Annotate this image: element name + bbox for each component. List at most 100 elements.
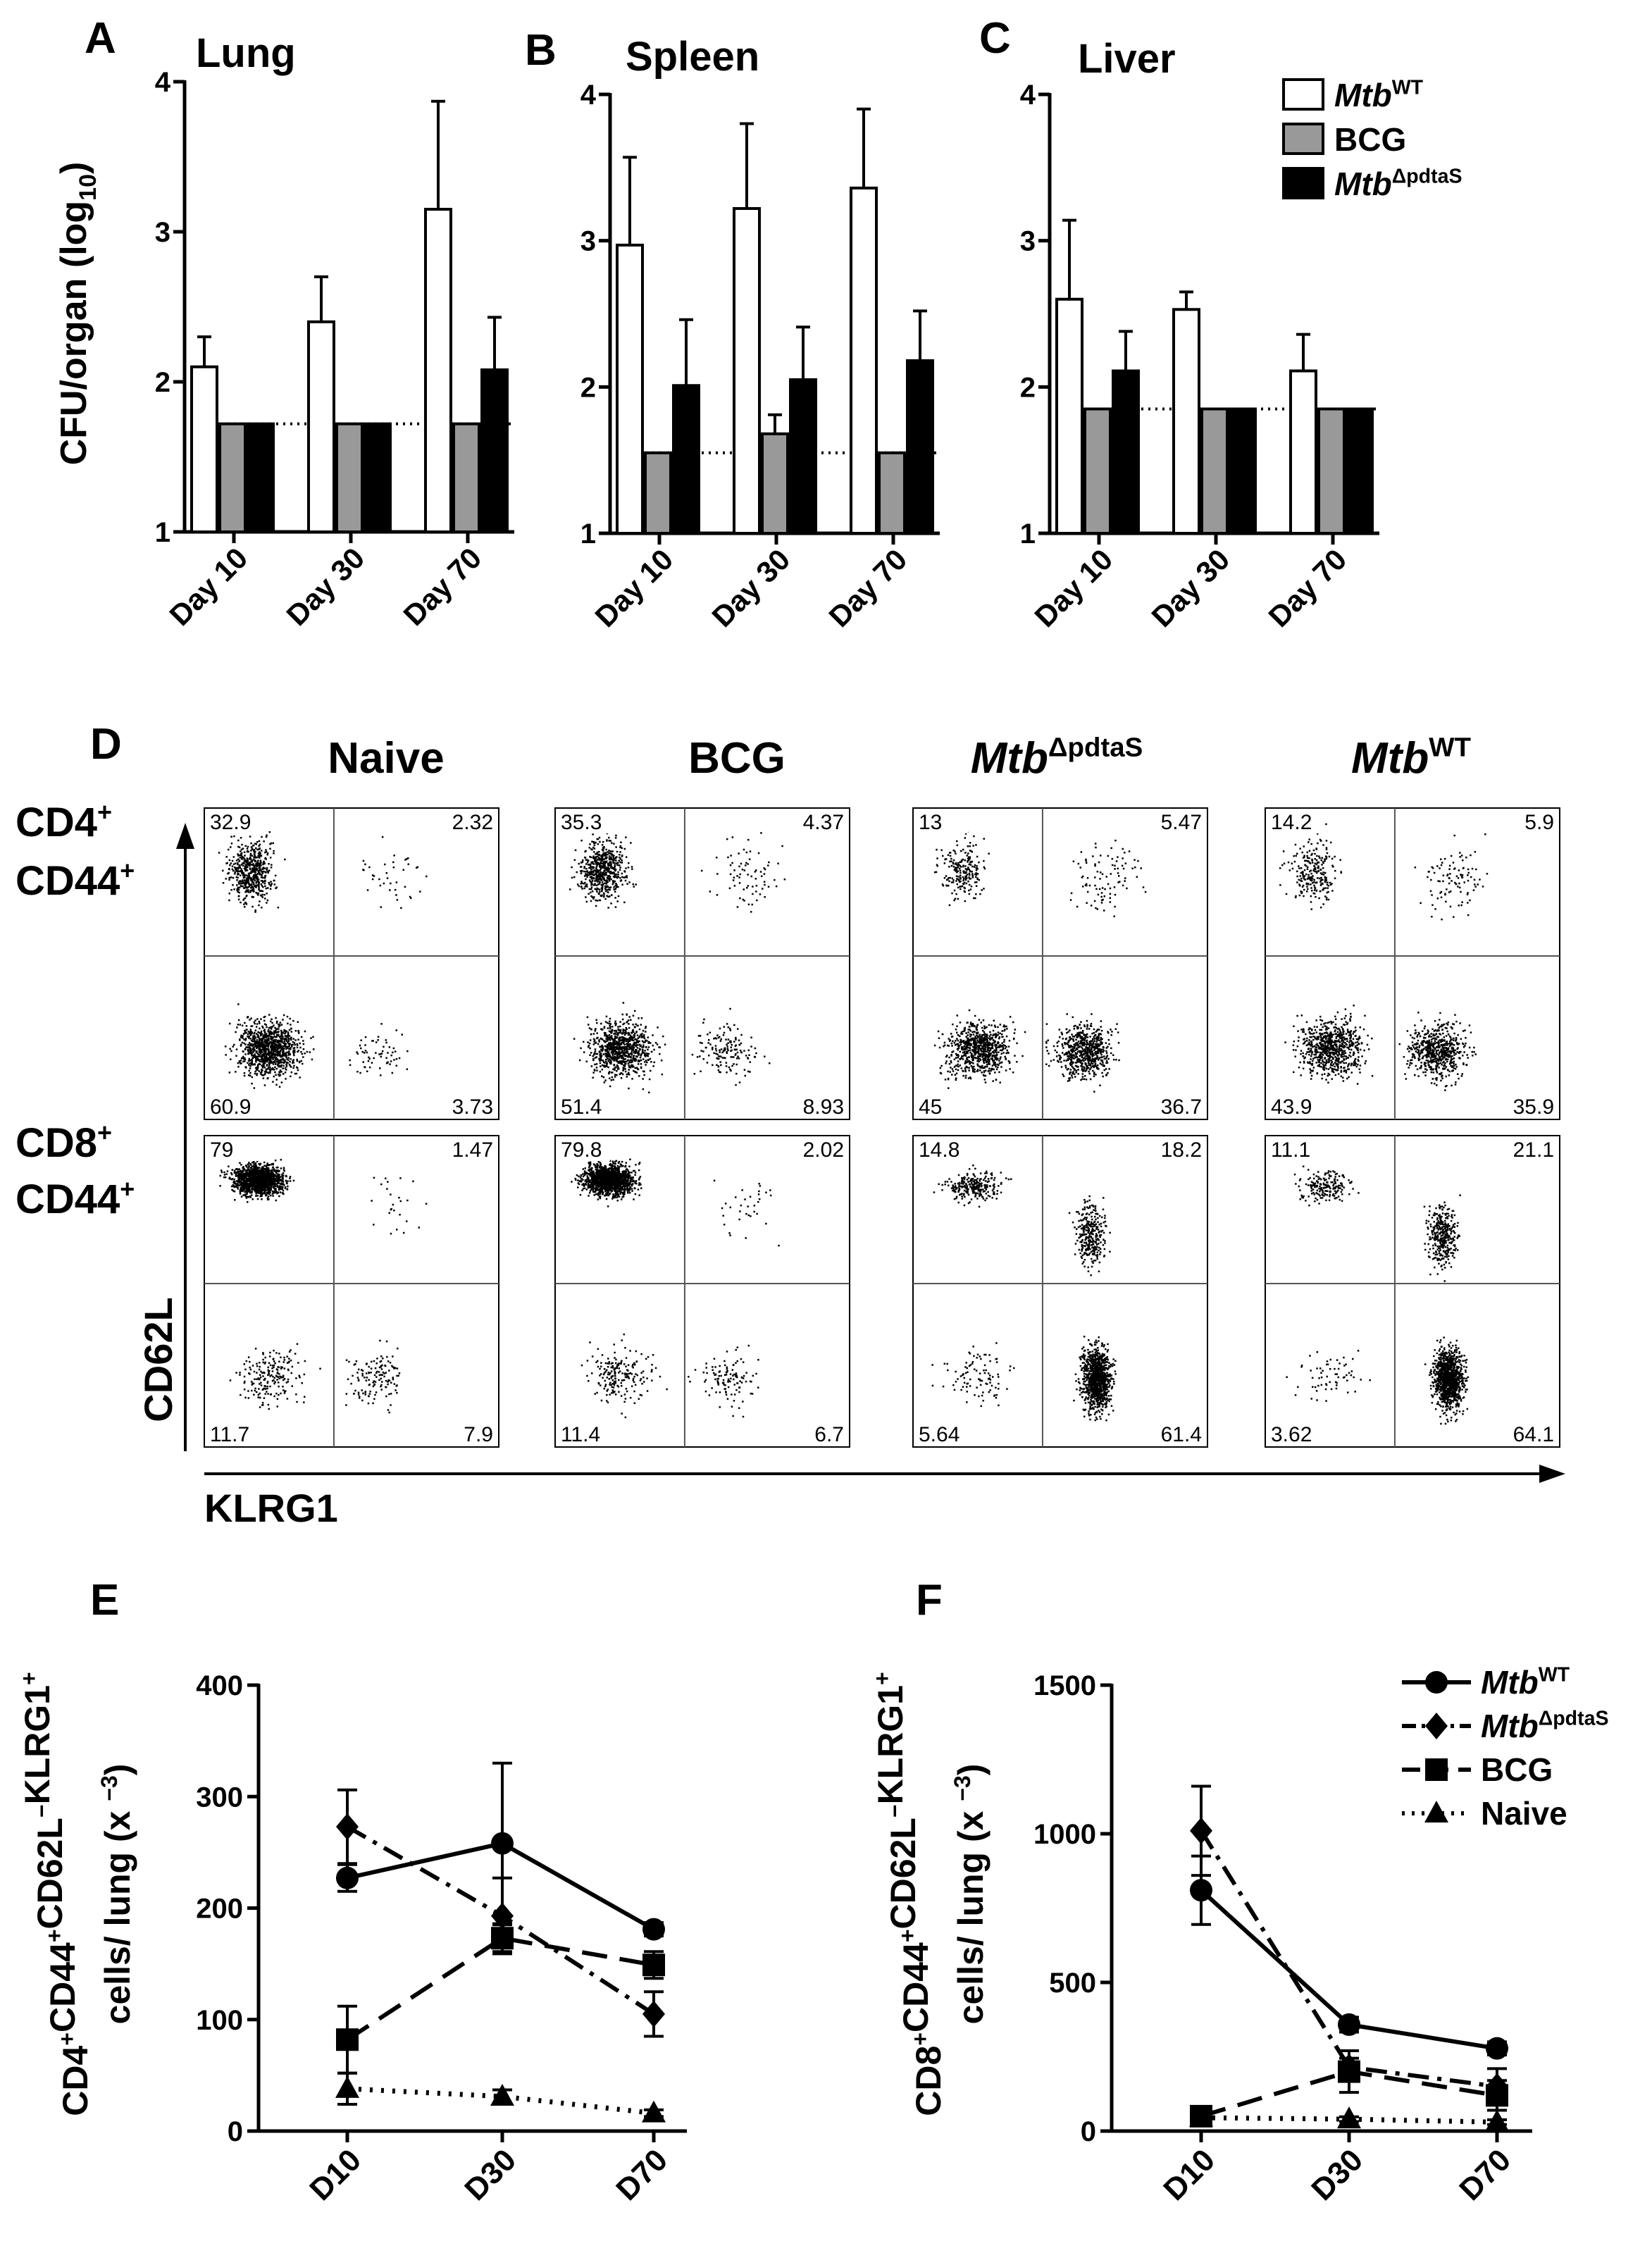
panel-f: F 0 500 1000 1500 D10 D30 D70 CD8+CD44+CD62L−KLR… [869, 1576, 1532, 2207]
quadrant-label-lr: 6.7 [814, 1423, 844, 1446]
marker-square [491, 1927, 514, 1950]
legend-label: MtbWT [1481, 1664, 1570, 1701]
dot-plot: 35.3 4.37 51.4 8.93 [554, 807, 850, 1120]
bar [672, 384, 700, 535]
row-label: CD44+ [15, 856, 135, 904]
quadrant-label-ur: 2.02 [803, 1138, 844, 1162]
quadrant-label-ul: 11.1 [1271, 1138, 1310, 1162]
label-background [444, 1138, 495, 1161]
quadrant-label-ur: 2.32 [452, 811, 493, 834]
quadrant-label-ll: 60.9 [210, 1095, 251, 1119]
bar [878, 451, 906, 535]
marker-diamond [1190, 1817, 1212, 1844]
x-tick-label: Day 10 [1028, 542, 1119, 633]
x-tick-label: Day 70 [397, 541, 487, 632]
chart-title: Liver [1078, 36, 1176, 82]
label-background [917, 1095, 968, 1118]
y-tick-label: 2 [155, 367, 170, 398]
legend-swatch [1282, 167, 1324, 199]
quadrant-label-ur: 5.47 [1161, 811, 1202, 834]
marker-circle [1425, 1671, 1448, 1694]
marker-triangle [1337, 2106, 1361, 2129]
plot-frame [1265, 807, 1560, 1120]
series-bcg [336, 1923, 665, 2075]
marker-square [1425, 1758, 1448, 1781]
row-label: CD4+ [15, 797, 112, 845]
label-background [1269, 1423, 1320, 1446]
label-background [209, 1095, 259, 1118]
label-background [1505, 811, 1555, 833]
series-naive [335, 2071, 666, 2123]
panel-letter: A [85, 14, 116, 63]
bar [307, 320, 335, 533]
y-tick-label: 3 [1020, 226, 1036, 257]
panel-letter: B [525, 26, 557, 75]
legend-swatch [1282, 123, 1324, 155]
label-background [917, 1138, 968, 1161]
y-tick-label: 3 [580, 226, 596, 257]
dot-plot: 79.8 2.02 11.4 6.7 [554, 1135, 850, 1448]
bar [1289, 369, 1317, 535]
bar [644, 451, 672, 535]
event-dots [1279, 823, 1489, 1091]
x-tick-label: D10 [1157, 2142, 1222, 2207]
bar [850, 186, 878, 535]
bar [452, 422, 480, 534]
quadrant-label-lr: 61.4 [1161, 1423, 1202, 1446]
quadrant-label-ll: 51.4 [561, 1095, 602, 1119]
marker-circle [1190, 1879, 1212, 1902]
marker-triangle [490, 2083, 514, 2106]
y-arrowhead [176, 823, 194, 849]
label-background [559, 1138, 610, 1161]
quadrant-label-ul: 14.8 [919, 1138, 959, 1162]
panel-d: D Naive BCG MtbΔpdtaS MtbWT CD4+ CD44+ CD8+ CD44… [15, 720, 1565, 1530]
y-tick-label: 0 [228, 2116, 243, 2147]
y-tick-label: 2 [580, 372, 596, 403]
quadrant-label-ul: 14.2 [1271, 811, 1312, 834]
bar [364, 422, 392, 534]
event-dots [931, 1165, 1117, 1422]
bar [1346, 407, 1374, 535]
x-tick-label: Day 30 [1145, 542, 1236, 633]
bar [1055, 297, 1083, 535]
quadrant-label-ur: 5.9 [1524, 811, 1554, 834]
label-background [209, 1423, 259, 1446]
marker-triangle [1189, 2105, 1213, 2128]
label-background [444, 1095, 495, 1118]
row-label: CD8+ [15, 1118, 112, 1166]
column-header: Naive [328, 734, 444, 783]
x-tick-label: D70 [1453, 2142, 1517, 2207]
quadrant-label-lr: 8.93 [803, 1095, 844, 1119]
x-tick-label: D30 [458, 2142, 523, 2207]
quadrant-label-ul: 32.9 [210, 811, 251, 834]
quadrant-label-ll: 11.4 [561, 1423, 600, 1446]
plot-frame [1265, 1135, 1560, 1448]
x-tick-label: Day 70 [822, 542, 913, 633]
panel-b: B Spleen 1 2 3 4 Day 10 Day 30 Day 70 [525, 26, 940, 633]
dot-plot: 14.2 5.9 43.9 35.9 [1265, 807, 1560, 1120]
bar [424, 208, 452, 533]
row-label: CD44+ [15, 1174, 135, 1222]
label-background [795, 1423, 845, 1446]
dot-plot: 11.1 21.1 3.62 64.1 [1265, 1135, 1560, 1448]
y-tick-label: 3 [155, 217, 170, 248]
quadrant-label-ll: 43.9 [1271, 1095, 1312, 1119]
y-axis-label-line2: cells/ lung (x −3) [950, 1764, 990, 2025]
quadrant-label-lr: 64.1 [1513, 1423, 1554, 1446]
y-tick-label: 500 [1049, 1968, 1096, 1999]
y-tick-label: 200 [196, 1894, 243, 1925]
x-tick-label: Day 70 [1262, 542, 1353, 633]
panel-letter: F [916, 1576, 943, 1625]
bar [190, 365, 218, 534]
x-tick-label: Day 30 [280, 541, 371, 632]
y-tick-label: 1000 [1033, 1819, 1096, 1850]
chart-title: Lung [196, 30, 296, 76]
legend-label: MtbWT [1334, 77, 1424, 113]
marker-square [642, 1954, 665, 1977]
y-axis-label-line2: cells/ lung (x −3) [97, 1764, 137, 2025]
label-background [1269, 811, 1320, 833]
marker-circle [491, 1832, 514, 1855]
label-background [444, 1423, 495, 1446]
marker-square [336, 2028, 359, 2051]
label-background [795, 1138, 845, 1161]
